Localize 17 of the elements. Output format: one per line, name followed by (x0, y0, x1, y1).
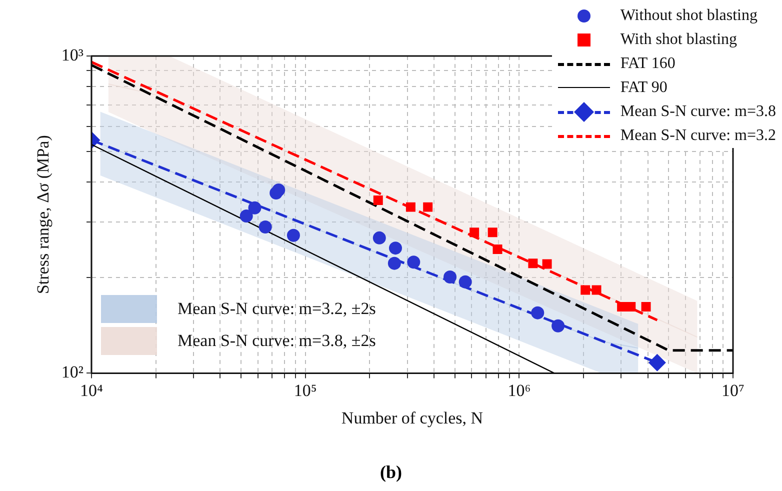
legend-label: FAT 90 (620, 78, 668, 98)
legend-label: With shot blasting (620, 30, 738, 50)
legend-label: FAT 160 (620, 54, 676, 74)
legend-label: Mean S-N curve: m=3.8 (620, 102, 776, 122)
x-tick-label: 10⁷ (722, 380, 745, 400)
x-tick-label: 10⁶ (508, 380, 531, 400)
legend-label: Mean S-N curve: m=3.2, ±2s (177, 298, 376, 320)
text: (b) (379, 462, 403, 483)
x-tick-label: 10⁵ (294, 380, 317, 400)
legend-label: Mean S-N curve: m=3.2 (620, 126, 776, 146)
legend-label: Mean S-N curve: m=3.8, ±2s (177, 330, 376, 352)
y-tick-label: 10² (61, 362, 84, 382)
legend-label: Without shot blasting (620, 6, 758, 26)
y-tick-label: 10³ (61, 45, 84, 64)
x-tick-label: 10⁴ (80, 380, 104, 400)
x-axis-title: Number of cycles, N (341, 408, 484, 428)
y-axis-title: Stress range, Δσ (MPa) (34, 135, 53, 294)
